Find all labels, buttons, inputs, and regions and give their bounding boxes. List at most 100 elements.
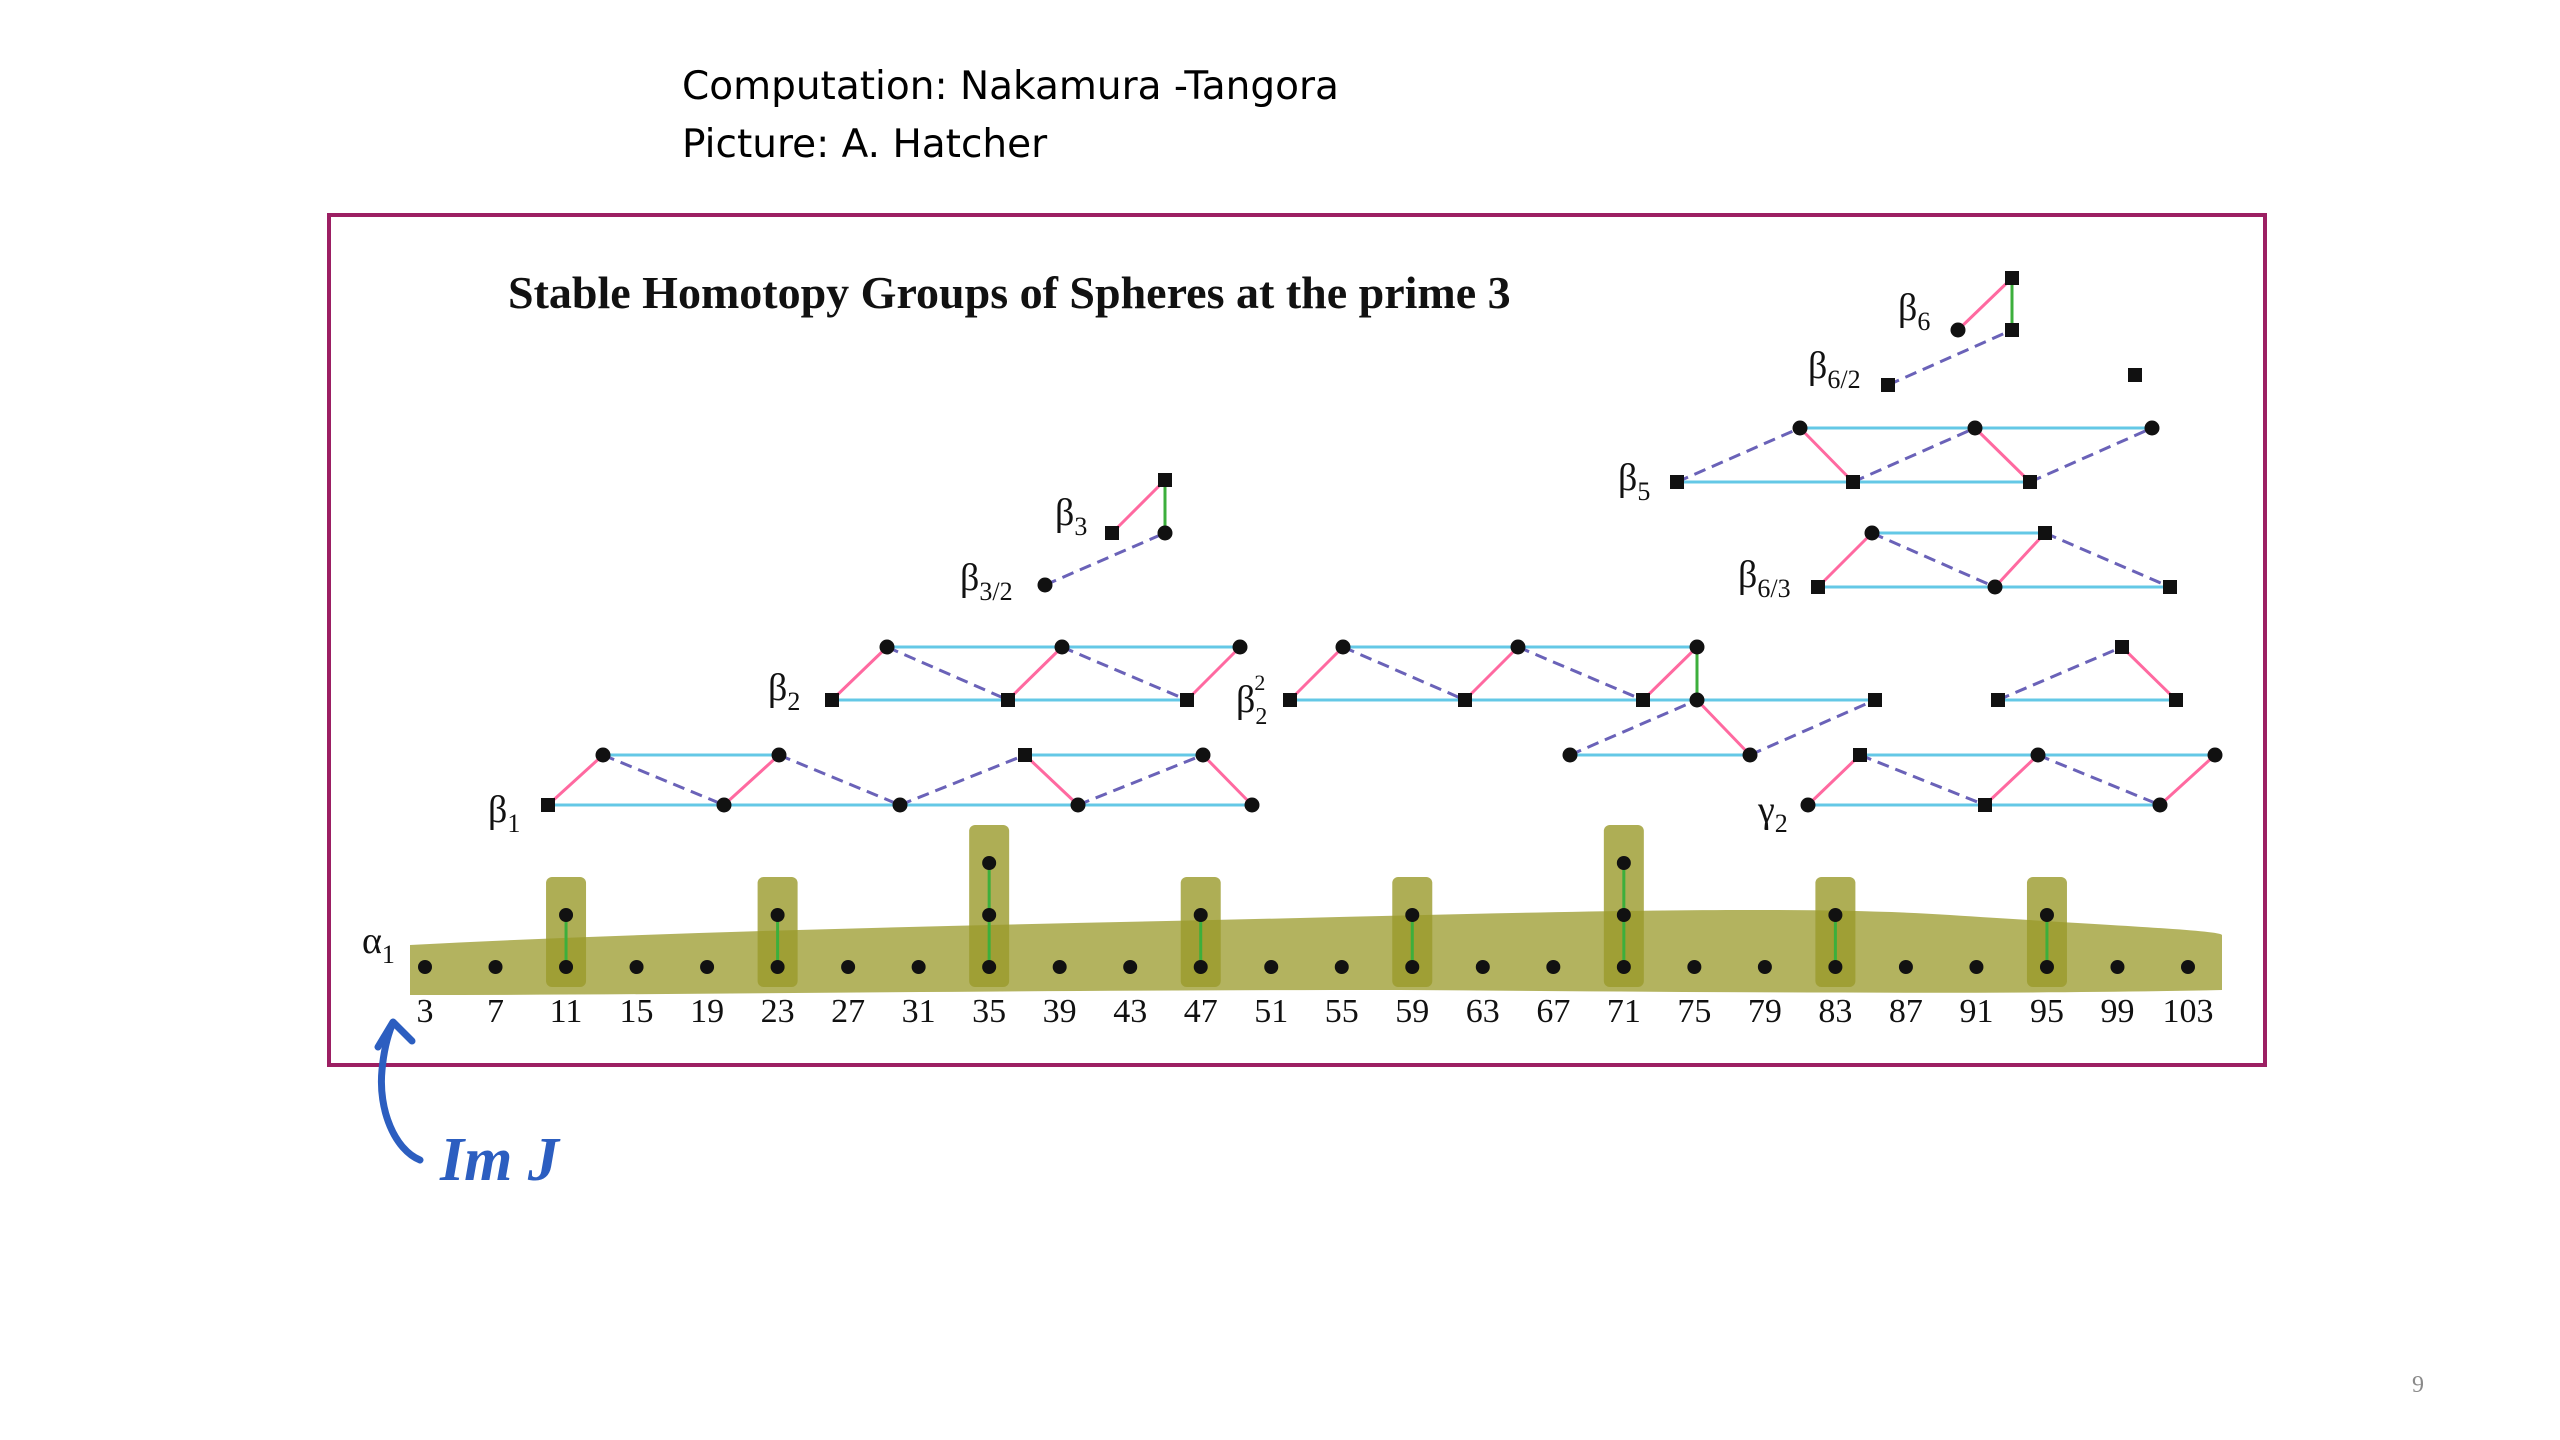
x-tick-label: 23 (761, 993, 795, 1030)
dashed-line (1887, 328, 2013, 387)
tower-dot (559, 908, 574, 922)
alpha-dot (1052, 960, 1067, 974)
beta6-dot (2005, 271, 2019, 285)
alpha-dot (2110, 960, 2125, 974)
dashed-line (1852, 426, 1976, 484)
beta5-dot (2023, 475, 2037, 489)
x-tick-label: 35 (972, 993, 1006, 1030)
x-tick-label: 91 (1959, 993, 1993, 1030)
beta2-dot (825, 693, 839, 707)
alpha-dot (1969, 960, 1984, 974)
x-tick-label: 71 (1607, 993, 1641, 1030)
alpha-dot (1405, 960, 1420, 974)
beta2sq-dot (1868, 693, 1882, 707)
dashed-line (2044, 531, 2171, 589)
dashed-line (1871, 531, 1996, 589)
highlight-band (410, 909, 2222, 995)
dashed-line (2037, 753, 2161, 807)
alpha-dot (488, 960, 503, 974)
beta5-dot (1792, 420, 1808, 436)
h0-line (2120, 645, 2178, 702)
h0-line (1641, 645, 1699, 702)
beta2sq-dot (1335, 639, 1351, 655)
alpha-dot (559, 960, 574, 974)
label-beta2: β2 (768, 667, 800, 716)
label-beta5: β5 (1618, 457, 1650, 506)
dashed-line (1061, 645, 1188, 702)
x-tick-label: 75 (1677, 993, 1711, 1030)
x-tick-label: 79 (1748, 993, 1782, 1030)
dashed-line (886, 645, 1009, 702)
beta6-3-dot (1811, 580, 1825, 594)
alpha-dot (1616, 960, 1631, 974)
h0-line (1201, 753, 1254, 807)
structure-lines (546, 276, 2217, 967)
beta3-dot (1158, 473, 1172, 487)
beta6-2-dot (1881, 378, 1895, 392)
x-tick-label: 67 (1536, 993, 1570, 1030)
beta2-dot (879, 639, 895, 655)
h0-line (1695, 698, 1752, 757)
x-tick-label: 47 (1184, 993, 1218, 1030)
x-tick-label: 59 (1395, 993, 1429, 1030)
label-beta1: β1 (488, 789, 520, 838)
tower-dot (982, 856, 997, 870)
beta3-2-dot (1037, 577, 1053, 593)
x-tick-label: 55 (1325, 993, 1359, 1030)
label-beta6-3: β6/3 (1738, 554, 1791, 603)
dashed-line (602, 753, 725, 807)
tower-dot (1193, 908, 1208, 922)
im-j-annotation: Im J (374, 1018, 561, 1194)
h0-line (1463, 645, 1520, 702)
tower-dot (1616, 856, 1631, 870)
x-tick-label: 43 (1113, 993, 1147, 1030)
credit-computation: Computation: Nakamura -Tangora (682, 64, 1339, 109)
gamma2-dot (1978, 798, 1992, 812)
h0-line (1993, 531, 2047, 589)
alpha-dot (1475, 960, 1490, 974)
label-beta3-2: β3/2 (960, 557, 1013, 606)
alpha-dot (1898, 960, 1913, 974)
h0-line (1983, 753, 2040, 807)
x-tick-label: 15 (620, 993, 654, 1030)
h0-line (1798, 426, 1855, 484)
beta1-dot (1018, 748, 1032, 762)
alpha-dot (1334, 960, 1349, 974)
label-alpha1: α1 (362, 920, 395, 969)
gamma2-dot (2207, 747, 2223, 763)
slide-page-number: 9 (2412, 1372, 2424, 1398)
label-beta6: β6 (1898, 287, 1930, 336)
x-tick-label: 103 (2163, 993, 2214, 1030)
alpha-dot (982, 960, 997, 974)
h0-line (830, 645, 889, 702)
h0-line (1816, 531, 1874, 589)
beta3-dot (1105, 526, 1119, 540)
x-axis-ticks: 3 7 11 15 19 23 27 31 35 39 43 47 51 55 59 63 67 71 75 79 83… (417, 993, 2214, 1030)
beta1-dot (716, 797, 732, 813)
x-tick-label: 99 (2100, 993, 2134, 1030)
h0-line (1806, 753, 1862, 807)
x-tick-label: 31 (902, 993, 936, 1030)
tower-dot (1616, 908, 1631, 922)
label-beta6-2: β6/2 (1808, 345, 1861, 394)
alpha-dot (841, 960, 856, 974)
beta3-dot (1157, 525, 1173, 541)
tower-dot (770, 908, 785, 922)
x-tick-label: 51 (1254, 993, 1288, 1030)
h0-line (2158, 753, 2217, 807)
dashed-line (778, 753, 901, 807)
beta1-dot (1195, 747, 1211, 763)
beta5-dot (1967, 420, 1983, 436)
x-tick-label: 95 (2030, 993, 2064, 1030)
x-tick-label: 11 (550, 993, 583, 1030)
dashed-line (1997, 645, 2123, 702)
beta1-dot (892, 797, 908, 813)
alpha-dot (1123, 960, 1138, 974)
alpha-dot (1546, 960, 1561, 974)
beta2sq-dot (1742, 747, 1758, 763)
alpha-dot (700, 960, 715, 974)
beta2sq-dot (1510, 639, 1526, 655)
annotation-text: Im J (439, 1126, 561, 1194)
tower-dot (982, 908, 997, 922)
